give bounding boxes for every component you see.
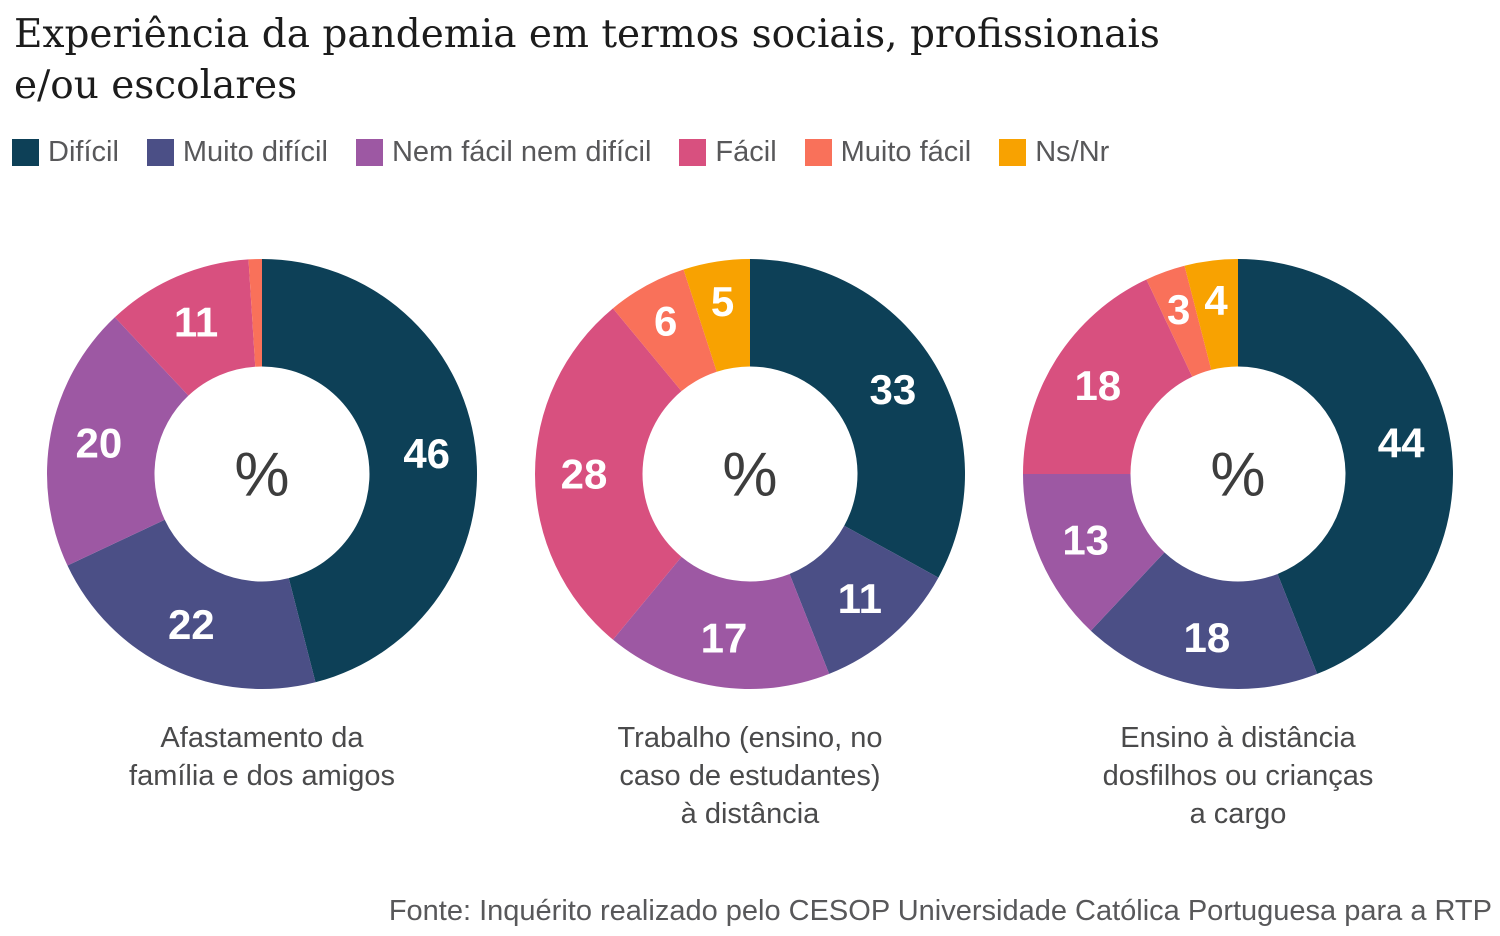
slice-value-label: 28 <box>561 451 608 498</box>
slice-dificil <box>1238 259 1453 674</box>
chart-category-label: Ensino à distância dosfilhos ou crianças… <box>1102 722 1374 830</box>
slice-value-label: 11 <box>838 575 882 622</box>
slice-value-label: 18 <box>1074 362 1121 409</box>
slice-muito-dificil <box>67 519 316 690</box>
slice-muito-dificil <box>1090 552 1318 690</box>
slice-ns-nr <box>683 259 750 372</box>
legend: Difícil Muito difícil Nem fácil nem difíci… <box>12 136 1500 169</box>
slice-nem-facil-nem-dificil <box>46 317 189 566</box>
slice-value-label: 22 <box>168 601 215 648</box>
legend-label: Nem fácil nem difícil <box>391 136 652 168</box>
page-title: Experiência da pandemia em termos sociai… <box>14 12 1160 108</box>
donut-svg-2: 33 11 17 28 6 5% <box>534 259 966 690</box>
slice-dificil <box>262 259 478 683</box>
slice-muito-facil <box>1146 265 1212 377</box>
legend-label: Fácil <box>715 136 777 168</box>
slice-value-label: 46 <box>403 430 450 477</box>
legend-swatch-icon <box>999 139 1027 166</box>
slice-nem-facil-nem-dificil <box>612 556 830 690</box>
slice-value-label: 20 <box>76 420 123 467</box>
slice-value-label: 18 <box>1184 614 1231 661</box>
donut-charts-row: 46 22 20 11 1% Afastamento da família e dos a… <box>18 199 1500 833</box>
legend-label: Difícil <box>48 136 119 168</box>
legend-swatch-icon <box>355 139 383 166</box>
slice-muito-facil <box>248 259 262 367</box>
slice-value-label: 44 <box>1378 420 1425 467</box>
legend-item-facil: Fácil <box>679 136 777 169</box>
legend-label: Ns/Nr <box>1035 136 1110 168</box>
legend-label: Muito fácil <box>840 136 972 168</box>
legend-item-muito-facil: Muito fácil <box>804 136 972 169</box>
center-percent-label: % <box>234 441 289 510</box>
slice-muito-dificil <box>789 525 939 674</box>
center-percent-label: % <box>722 441 777 510</box>
donut-chart-3: 44 18 13 18 3 4% Ensino à distância dosfilhos … <box>994 199 1482 833</box>
slice-facil <box>1023 279 1193 474</box>
slice-value-label: 13 <box>1062 517 1109 564</box>
slice-value-label: 5 <box>711 278 734 325</box>
legend-swatch-icon <box>804 139 832 166</box>
slice-facil <box>534 308 682 640</box>
slice-value-label: 4 <box>1204 277 1228 324</box>
slice-value-label: 33 <box>870 366 917 413</box>
slice-value-label: 3 <box>1167 286 1190 333</box>
slice-ns-nr <box>1184 259 1238 370</box>
slice-dificil <box>750 259 966 578</box>
donut-chart-1: 46 22 20 11 1% Afastamento da família e dos a… <box>18 199 506 833</box>
legend-item-nem-facil-nem-dificil: Nem fácil nem difícil <box>355 136 652 169</box>
slice-value-label: 17 <box>701 615 748 662</box>
donut-svg-3: 44 18 13 18 3 4% <box>1023 259 1453 690</box>
legend-swatch-icon <box>12 139 39 166</box>
legend-item-ns-nr: Ns/Nr <box>999 136 1109 169</box>
legend-label: Muito difícil <box>182 136 328 168</box>
slice-nem-facil-nem-dificil <box>1023 474 1165 631</box>
chart-category-label: Afastamento da família e dos amigos <box>129 722 395 792</box>
legend-item-dificil: Difícil <box>12 136 119 169</box>
chart-category-label: Trabalho (ensino, no caso de estudantes)… <box>617 722 883 830</box>
slice-value-label: 11 <box>174 298 218 345</box>
legend-item-muito-dificil: Muito difícil <box>146 136 328 169</box>
slice-value-label: 1 <box>243 207 266 254</box>
donut-chart-2: 33 11 17 28 6 5% Trabalho (ensino, no caso de … <box>506 199 994 833</box>
slice-muito-facil <box>612 269 717 392</box>
center-percent-label: % <box>1210 441 1265 510</box>
legend-swatch-icon <box>679 139 707 166</box>
legend-swatch-icon <box>146 139 174 166</box>
slice-facil <box>114 259 256 396</box>
slice-value-label: 6 <box>654 297 677 344</box>
source-note: Fonte: Inquérito realizado pelo CESOP Un… <box>388 895 1492 927</box>
